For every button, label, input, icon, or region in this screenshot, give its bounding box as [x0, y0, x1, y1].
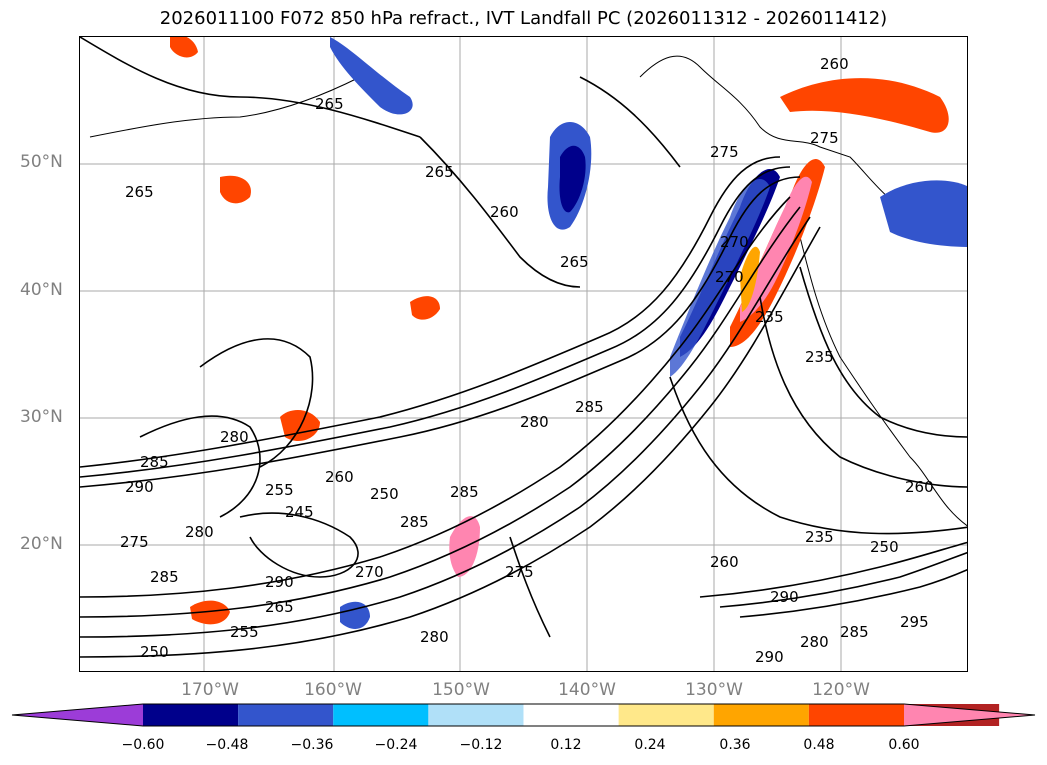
lat-label-50n: 50°N — [20, 152, 63, 172]
lat-label-20n: 20°N — [20, 534, 63, 554]
colorbar-tick: 0.12 — [550, 737, 582, 753]
contour-label: 260 — [710, 553, 739, 571]
lon-label-160w: 160°W — [304, 680, 362, 700]
shaded-fields — [170, 37, 967, 629]
contour-label: 280 — [800, 633, 829, 651]
ivt-contours — [80, 37, 967, 658]
contour-label: 270 — [720, 233, 749, 251]
contour-label: 275 — [810, 129, 839, 147]
contour-label: 255 — [230, 623, 259, 641]
colorbar-tick: −0.36 — [290, 737, 334, 753]
colorbar-tick: −0.48 — [205, 737, 249, 753]
contour-label: 290 — [770, 588, 799, 606]
contour-label: 285 — [840, 623, 869, 641]
contour-label: 265 — [425, 163, 454, 181]
contour-label: 295 — [900, 613, 929, 631]
contour-label: 270 — [715, 268, 744, 286]
colorbar-segment — [808, 704, 904, 726]
contour-label: 290 — [265, 573, 294, 591]
lon-label-120w: 120°W — [812, 680, 870, 700]
colorbar-tick: 0.24 — [634, 737, 666, 753]
contour-label: 265 — [125, 183, 154, 201]
contour-labels: 260 265 265 265 260 265 275 275 270 285 … — [120, 55, 934, 666]
coastlines — [89, 55, 967, 527]
colorbar-segment — [523, 704, 619, 726]
contour-label: 285 — [575, 398, 604, 416]
contour-label: 265 — [560, 253, 589, 271]
contour-label: 280 — [420, 628, 449, 646]
contour-label: 275 — [710, 143, 739, 161]
lon-label-150w: 150°W — [432, 680, 490, 700]
colorbar-extend-high — [904, 704, 1035, 726]
lon-label-170w: 170°W — [181, 680, 239, 700]
contour-label: 270 — [355, 563, 384, 581]
contour-label: 275 — [120, 533, 149, 551]
contour-label: 235 — [805, 348, 834, 366]
lat-label-40n: 40°N — [20, 280, 63, 300]
colorbar-segment — [143, 704, 239, 726]
contour-label: 290 — [125, 478, 154, 496]
contour-label: 235 — [755, 308, 784, 326]
contour-label: 280 — [220, 428, 249, 446]
contour-label: 260 — [820, 55, 849, 73]
contour-label: 280 — [520, 413, 549, 431]
contour-label: 250 — [370, 485, 399, 503]
colorbar-segment — [333, 704, 429, 726]
colorbar-tick: −0.24 — [374, 737, 418, 753]
colorbar-segment — [238, 704, 334, 726]
map-svg: 260 265 265 265 260 265 275 275 270 285 … — [80, 37, 967, 671]
contour-label: 265 — [315, 95, 344, 113]
contour-label: 235 — [805, 528, 834, 546]
colorbar — [11, 703, 1036, 727]
contour-label: 285 — [150, 568, 179, 586]
contour-label: 275 — [505, 563, 534, 581]
contour-label: 285 — [400, 513, 429, 531]
contour-label: 280 — [185, 523, 214, 541]
colorbar-tick: 0.36 — [719, 737, 751, 753]
lon-label-130w: 130°W — [685, 680, 743, 700]
contour-label: 285 — [450, 483, 479, 501]
contour-label: 260 — [325, 468, 354, 486]
contour-label: 255 — [265, 481, 294, 499]
contour-label: 260 — [490, 203, 519, 221]
colorbar-tick: −0.12 — [459, 737, 503, 753]
map-title: 2026011100 F072 850 hPa refract., IVT La… — [159, 8, 888, 29]
contour-label: 250 — [870, 538, 899, 556]
map-panel: 260 265 265 265 260 265 275 275 270 285 … — [79, 36, 968, 672]
lat-label-30n: 30°N — [20, 407, 63, 427]
colorbar-segment — [713, 704, 809, 726]
contour-label: 265 — [265, 598, 294, 616]
colorbar-tick: 0.60 — [888, 737, 920, 753]
colorbar-outline — [11, 703, 1036, 727]
colorbar-tick: 0.48 — [803, 737, 835, 753]
contour-label: 260 — [905, 478, 934, 496]
colorbar-extend-low — [12, 704, 143, 726]
contour-label: 250 — [140, 643, 169, 661]
contour-label: 245 — [285, 503, 314, 521]
colorbar-segment — [618, 704, 714, 726]
contour-label: 290 — [755, 648, 784, 666]
contour-label: 285 — [140, 453, 169, 471]
colorbar-segment — [428, 704, 524, 726]
colorbar-tick: −0.60 — [121, 737, 165, 753]
lon-label-140w: 140°W — [558, 680, 616, 700]
